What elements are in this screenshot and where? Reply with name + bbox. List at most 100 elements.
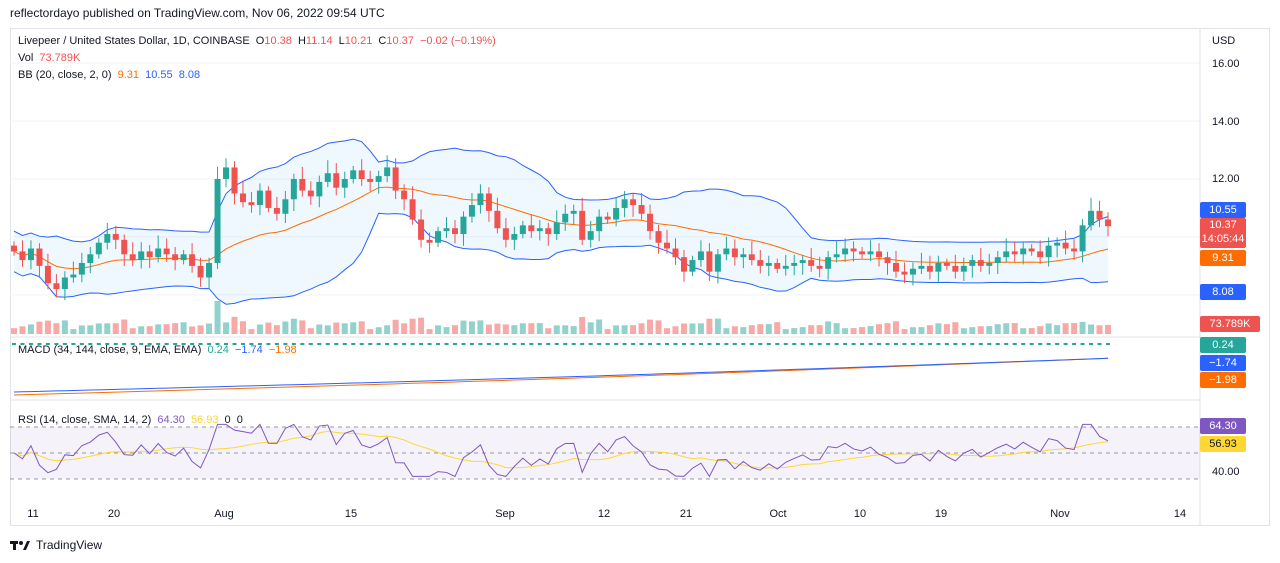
candle-body — [163, 248, 170, 255]
volume-bar — [1054, 325, 1061, 334]
volume-bar — [61, 320, 68, 334]
candle-body — [1020, 248, 1027, 255]
volume-bar — [189, 326, 196, 334]
candle-body — [935, 262, 942, 272]
bb-lower-tag: 8.08 — [1200, 284, 1246, 300]
candle-body — [706, 251, 713, 272]
volume-bar — [282, 321, 289, 334]
candle-body — [1088, 210, 1095, 226]
macd-hist-bar — [469, 343, 474, 345]
volume-bar — [672, 326, 679, 334]
volume-bar — [1105, 324, 1111, 334]
volume-bar — [418, 317, 425, 334]
macd-hist-bar — [452, 343, 457, 345]
candle-body — [392, 167, 399, 191]
macd-hist-bar — [436, 343, 441, 345]
time-axis-label: Oct — [769, 508, 786, 520]
candle-body — [977, 260, 984, 266]
macd-hist-bar — [291, 343, 296, 345]
volume-bar — [994, 324, 1001, 334]
candle-body — [545, 228, 552, 235]
candle-body — [689, 260, 696, 272]
candle-body — [1096, 210, 1103, 220]
macd-hist-bar — [300, 343, 305, 345]
candle-body — [850, 248, 857, 252]
candle-body — [273, 207, 280, 214]
volume-bar — [680, 323, 687, 334]
candle-body — [986, 262, 993, 266]
macd-hist-bar — [622, 343, 627, 345]
macd-hist-bar — [953, 343, 958, 345]
volume-bar — [494, 323, 501, 334]
chart-frame — [10, 28, 1270, 526]
macd-hist-bar — [817, 343, 822, 345]
time-axis-label: Nov — [1050, 508, 1070, 520]
macd-hist-bar — [554, 343, 559, 345]
macd-hist-bar — [656, 343, 661, 345]
macd-hist-tag: 0.24 — [1200, 337, 1246, 353]
volume-bar — [664, 328, 671, 334]
candle-body — [19, 251, 26, 261]
rsi-tag: 64.30 — [1200, 418, 1246, 434]
candle-body — [375, 176, 382, 182]
candle-body — [816, 265, 823, 269]
candle-body — [1079, 225, 1086, 252]
macd-hist-bar — [766, 343, 771, 345]
candle-body — [1045, 245, 1052, 258]
rsi-value: 64.30 — [157, 414, 185, 426]
volume-bar — [70, 329, 77, 334]
candle-body — [307, 190, 314, 197]
footer-brand[interactable]: TradingView — [10, 538, 102, 552]
candle-body — [833, 254, 840, 258]
candle-body — [494, 210, 501, 229]
volume-bar — [1096, 325, 1103, 334]
volume-bar — [1003, 323, 1010, 334]
bb-up-value: 10.55 — [145, 69, 173, 81]
candle-body — [206, 262, 213, 278]
volume-bar — [443, 327, 450, 334]
macd-hist-bar — [673, 343, 678, 345]
candle-body — [70, 274, 77, 278]
candle-body — [613, 207, 620, 220]
volume-bar — [1071, 323, 1078, 334]
candle-body — [231, 167, 238, 194]
candle-body — [121, 239, 128, 255]
volume-bar — [740, 327, 747, 334]
volume-bar — [316, 324, 323, 334]
candle-body — [1105, 219, 1111, 227]
candle-body — [723, 248, 730, 255]
volume-bar — [146, 326, 153, 334]
volume-bar — [714, 318, 721, 334]
macd-hist-bar — [1106, 343, 1110, 345]
candle-body — [909, 268, 916, 275]
candle-body — [664, 242, 671, 249]
volume-bar — [95, 323, 102, 334]
bb-upper-line — [13, 138, 1109, 243]
volume-bar — [638, 323, 645, 334]
volume-bar — [121, 319, 128, 334]
candle-body — [146, 251, 153, 258]
currency-label: USD — [1212, 35, 1236, 47]
candle-body — [418, 219, 425, 240]
macd-hist-bar — [54, 343, 59, 345]
macd-hist-bar — [800, 343, 805, 345]
volume-bar — [248, 329, 255, 334]
macd-hist-bar — [495, 343, 500, 345]
macd-hist-bar — [62, 343, 67, 345]
candle-body — [172, 254, 179, 261]
macd-hist-bar — [257, 343, 262, 345]
volume-bar — [697, 323, 704, 334]
candle-body — [61, 277, 68, 290]
macd-hist-bar — [902, 343, 907, 345]
volume-bar — [816, 325, 823, 334]
volume-bar — [265, 322, 272, 334]
price-tag-value: 10.37 — [1209, 219, 1237, 231]
macd-hist-value: 0.24 — [207, 344, 229, 356]
volume-bar — [27, 324, 34, 334]
rsi-ma-value: 56.93 — [190, 414, 219, 426]
candle-body — [647, 213, 654, 232]
macd-hist-bar — [181, 343, 186, 345]
macd-hist-bar — [444, 343, 449, 345]
volume-bar — [621, 325, 628, 334]
